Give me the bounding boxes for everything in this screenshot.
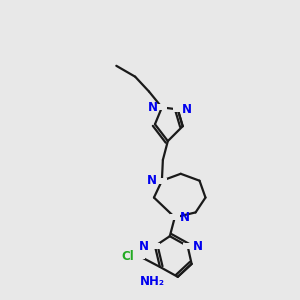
FancyBboxPatch shape: [133, 253, 145, 259]
Text: NH₂: NH₂: [140, 275, 164, 288]
Text: N: N: [179, 211, 190, 224]
Text: N: N: [147, 101, 158, 114]
Text: Cl: Cl: [121, 250, 134, 262]
FancyBboxPatch shape: [145, 278, 159, 285]
FancyBboxPatch shape: [170, 214, 179, 220]
FancyBboxPatch shape: [150, 243, 160, 249]
Text: N: N: [182, 103, 192, 116]
Text: N: N: [147, 174, 157, 187]
Text: N: N: [193, 240, 203, 253]
FancyBboxPatch shape: [173, 106, 182, 112]
FancyBboxPatch shape: [157, 104, 167, 110]
FancyBboxPatch shape: [183, 243, 192, 249]
Text: N: N: [139, 240, 149, 253]
FancyBboxPatch shape: [157, 178, 167, 184]
